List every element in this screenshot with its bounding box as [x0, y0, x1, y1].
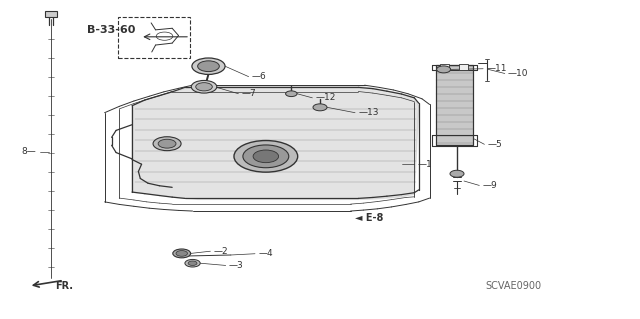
Bar: [459, 64, 468, 70]
Text: B-33-60: B-33-60: [87, 25, 135, 35]
Circle shape: [188, 261, 197, 265]
Text: FR.: FR.: [55, 281, 73, 291]
Circle shape: [243, 145, 289, 168]
Text: ◄ E-8: ◄ E-8: [355, 213, 383, 223]
Circle shape: [450, 170, 464, 177]
Circle shape: [285, 91, 297, 97]
Circle shape: [176, 250, 188, 256]
Text: —5: —5: [488, 140, 502, 149]
Circle shape: [436, 66, 451, 73]
Text: —10: —10: [508, 69, 529, 78]
Text: —1: —1: [417, 160, 432, 169]
Text: —2: —2: [214, 247, 228, 256]
Circle shape: [192, 58, 225, 74]
Text: —12: —12: [316, 93, 336, 102]
Polygon shape: [132, 86, 419, 199]
Text: —6: —6: [252, 72, 267, 81]
Circle shape: [191, 80, 217, 93]
Bar: [436, 65, 473, 145]
Text: HONDA: HONDA: [253, 143, 279, 148]
Circle shape: [313, 104, 327, 111]
Text: —13: —13: [358, 108, 379, 117]
Bar: [45, 11, 57, 17]
Text: —11: —11: [486, 64, 507, 73]
Text: SCVAE0900: SCVAE0900: [486, 281, 542, 291]
Circle shape: [253, 150, 278, 163]
Bar: [440, 64, 449, 70]
Circle shape: [185, 259, 200, 267]
Text: —9: —9: [483, 181, 497, 190]
Circle shape: [234, 141, 298, 172]
Circle shape: [198, 61, 220, 71]
Circle shape: [153, 137, 181, 151]
Circle shape: [196, 83, 212, 91]
Text: 8—: 8—: [22, 147, 36, 156]
Text: —3: —3: [229, 261, 244, 270]
Text: —4: —4: [258, 249, 273, 258]
Text: —7: —7: [242, 89, 257, 98]
Circle shape: [158, 139, 176, 148]
Circle shape: [173, 249, 191, 258]
